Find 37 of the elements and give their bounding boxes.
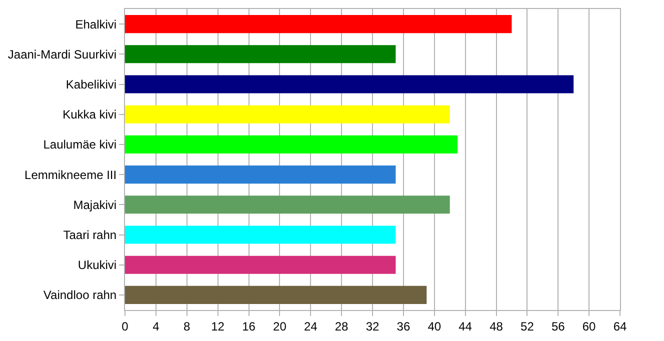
x-tick-label: 64 bbox=[613, 319, 627, 334]
y-tick-label: Lemmikneeme III bbox=[24, 168, 117, 182]
x-tick-label: 44 bbox=[458, 319, 472, 334]
bar bbox=[125, 256, 396, 274]
bar bbox=[125, 45, 396, 64]
x-tick-label: 4 bbox=[152, 319, 160, 334]
y-tick-label: Majakivi bbox=[73, 198, 117, 212]
bar bbox=[125, 226, 396, 244]
y-tick-label: Kukka kivi bbox=[62, 108, 117, 122]
y-tick-label: Taari rahn bbox=[63, 228, 117, 242]
x-tick-label: 52 bbox=[520, 319, 534, 334]
bar bbox=[125, 286, 427, 304]
bar bbox=[125, 15, 512, 34]
x-tick-label: 48 bbox=[490, 319, 504, 334]
x-tick-label: 24 bbox=[304, 319, 318, 334]
bar bbox=[125, 75, 574, 94]
x-tick-label: 28 bbox=[334, 319, 349, 334]
y-tick-label: Jaani-Mardi Suurkivi bbox=[8, 47, 117, 62]
x-tick-label: 40 bbox=[428, 319, 442, 334]
y-tick-label: Ukukivi bbox=[78, 258, 117, 272]
bar bbox=[125, 196, 450, 214]
x-tick-label: 0 bbox=[122, 319, 129, 334]
x-tick-label: 8 bbox=[184, 319, 191, 334]
y-tick-label: Laulumäe kivi bbox=[43, 138, 117, 152]
y-tick-label: Kabelikivi bbox=[66, 77, 117, 92]
x-tick-label: 16 bbox=[242, 319, 256, 334]
x-tick-label: 60 bbox=[582, 319, 596, 334]
y-tick-label: Vaindloo rahn bbox=[43, 288, 117, 302]
y-tick-label: Ehalkivi bbox=[75, 17, 117, 32]
bar bbox=[125, 135, 458, 154]
x-tick-label: 56 bbox=[551, 319, 566, 334]
bar bbox=[125, 105, 450, 124]
x-tick-label: 12 bbox=[211, 319, 225, 334]
x-tick-label: 36 bbox=[396, 319, 410, 334]
x-tick-label: 32 bbox=[366, 319, 380, 334]
bar bbox=[125, 166, 396, 184]
x-tick-label: 20 bbox=[273, 319, 287, 334]
